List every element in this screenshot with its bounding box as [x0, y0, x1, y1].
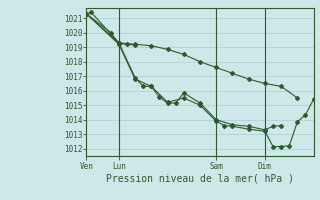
X-axis label: Pression niveau de la mer( hPa ): Pression niveau de la mer( hPa ) [106, 173, 294, 183]
